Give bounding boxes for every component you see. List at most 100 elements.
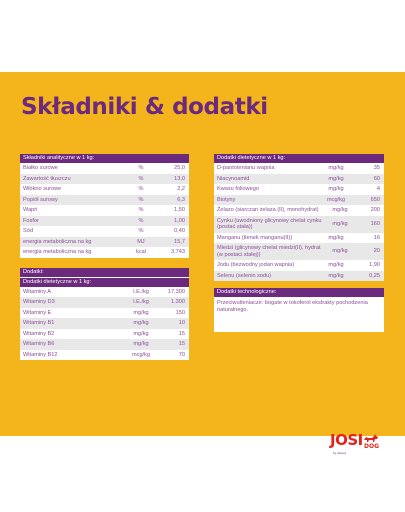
table-row: Wapń% 1,50 [20, 205, 189, 216]
row-value: 200 [370, 207, 380, 213]
row-label: Miedzi (glicynowy chelat miedzi(II), hyd… [217, 245, 321, 258]
row-unit: mg/kg [332, 248, 348, 255]
row-value: 1.300 [171, 299, 185, 305]
table-row: Witaminy B12 mcg/kg 70 [20, 350, 189, 361]
content-card: Składniki & dodatki Składniki analityczn… [0, 72, 405, 455]
analytical-header: Składniki analityczne w 1 kg: [20, 154, 189, 163]
dog-icon [364, 434, 378, 442]
table-row: Witaminy B2 mg/kg 15 [20, 329, 189, 340]
technological-header: Dodatki technologiczne: [214, 288, 384, 297]
row-unit: mcg/kg [326, 196, 346, 203]
row-label: energia metaboliczna na kg [23, 249, 92, 255]
josidog-logo: JOSI DOG by Josera [330, 431, 382, 465]
table-row: Włókno surowe% 2,2 [20, 184, 189, 195]
row-unit: mg/kg [133, 330, 149, 337]
dietetic-panel: Dodatki dietetyczne w 1 kg: D-pantotenia… [214, 154, 384, 332]
row-value: 15 [178, 330, 185, 337]
row-label: Witaminy A [23, 288, 51, 295]
row-value: 13,0 [174, 175, 185, 182]
page-title: Składniki & dodatki [21, 94, 268, 120]
table-row: Fosfor% 1,00 [20, 215, 189, 226]
additives-subheader: Dodatki dietetyczne w 1 kg: [20, 277, 189, 287]
table-row: Cynku (uwodniony glicynowy chelat cynku … [214, 215, 384, 233]
table-row: Zawartość tłuszczu% 13,0 [20, 173, 189, 184]
table-row: energia metaboliczna na kg MJ 15,7 [20, 236, 189, 247]
row-value: 0,25 [369, 272, 380, 279]
row-value: 20 [373, 248, 380, 255]
row-unit: kcal [136, 249, 146, 255]
row-unit: mg/kg [328, 165, 344, 171]
row-label: Selenu (selenin sodu) [217, 272, 272, 279]
table-row: Witaminy A I.E./kg 17.300 [20, 287, 189, 298]
row-value: 2,2 [177, 186, 185, 192]
dietetic-table: D-pantotenianu wapnia mg/kg 35 Niacynoamid m… [214, 163, 384, 281]
row-value: 160 [370, 220, 380, 227]
row-unit: mg/kg [328, 272, 344, 279]
row-label: Jodu (bezwodny jodan wapnia) [217, 262, 295, 268]
analytical-panel: Składniki analityczne w 1 kg: Białko sur… [20, 154, 189, 360]
row-unit: % [138, 165, 144, 171]
table-row: energia metaboliczna na kg kcal 3.743 [20, 247, 189, 258]
row-label: Popiół surowy [23, 196, 58, 203]
table-row: Popiół surowy% 6,3 [20, 194, 189, 205]
table-row: Biotyny mcg/kg 650 [214, 194, 384, 205]
row-value: 1,90 [369, 262, 380, 268]
row-label: Witaminy B2 [23, 330, 55, 337]
row-value: 150 [175, 309, 185, 316]
row-unit: mg/kg [328, 262, 344, 268]
row-value: 15,7 [174, 238, 185, 245]
row-value: 70 [178, 351, 185, 358]
row-label: Żelazo (siarczan żelaza (II), monohydrat… [217, 207, 319, 213]
table-row: Witaminy B1 mg/kg 10 [20, 318, 189, 329]
row-label: Manganu (tlenek manganu(II)) [217, 234, 293, 241]
row-unit: % [138, 228, 144, 234]
row-value: 60 [373, 175, 380, 182]
row-unit: % [138, 207, 144, 213]
row-unit: mg/kg [133, 320, 149, 326]
table-row: Witaminy E mg/kg 150 [20, 308, 189, 319]
row-label: Witaminy B6 [23, 341, 55, 347]
row-label: Cynku (uwodniony glicynowy chelat cynku … [217, 217, 322, 231]
row-value: 17.300 [167, 288, 185, 295]
row-value: 35 [373, 165, 380, 171]
table-row: Niacynoamid mg/kg 60 [214, 173, 384, 184]
row-value: 10 [178, 320, 185, 326]
row-label: Włókno surowe [23, 186, 62, 192]
row-unit: % [138, 196, 144, 203]
logo-main-text: JOSI [330, 431, 363, 449]
row-unit: mg/kg [332, 207, 348, 213]
row-unit: % [138, 186, 144, 192]
table-row: D-pantotenianu wapnia mg/kg 35 [214, 163, 384, 174]
row-label: energia metaboliczna na kg [23, 238, 92, 245]
row-unit: mg/kg [328, 234, 344, 241]
row-value: 3.743 [171, 249, 185, 255]
table-row: Witaminy D3 I.E./kg 1.300 [20, 297, 189, 308]
row-label: Fosfor [23, 217, 39, 224]
row-label: Kwasu foliowego [217, 186, 259, 192]
row-value: 1,00 [174, 217, 185, 224]
row-value: 4 [376, 186, 380, 192]
row-label: Witaminy B12 [23, 351, 58, 358]
row-unit: mg/kg [133, 341, 149, 347]
row-label: Witaminy B1 [23, 320, 55, 326]
row-unit: % [138, 175, 144, 182]
row-unit: mg/kg [328, 186, 344, 192]
table-row: Kwasu foliowego mg/kg 4 [214, 184, 384, 195]
table-row: Witaminy B6 mg/kg 15 [20, 339, 189, 350]
table-row: Sód% 0,40 [20, 226, 189, 237]
row-unit: mg/kg [328, 175, 344, 182]
row-label: Zawartość tłuszczu [23, 175, 71, 182]
logo-tagline: by Josera [333, 451, 347, 455]
row-value: 0,40 [174, 228, 185, 234]
row-unit: mg/kg [133, 309, 149, 316]
table-row: Manganu (tlenek manganu(II)) mg/kg 16 [214, 233, 384, 244]
row-unit: % [138, 217, 144, 224]
additives-header: Dodatki: [20, 267, 189, 277]
logo-sub-text: DOG [364, 443, 380, 450]
row-value: 1,50 [174, 207, 185, 213]
row-label: D-pantotenianu wapnia [217, 165, 275, 171]
table-row: Selenu (selenin sodu) mg/kg 0,25 [214, 270, 384, 281]
table-row: Jodu (bezwodny jodan wapnia) mg/kg 1,90 [214, 260, 384, 271]
table-row: Białko surowe% 25,0 [20, 163, 189, 174]
row-unit: I.E./kg [133, 299, 149, 305]
